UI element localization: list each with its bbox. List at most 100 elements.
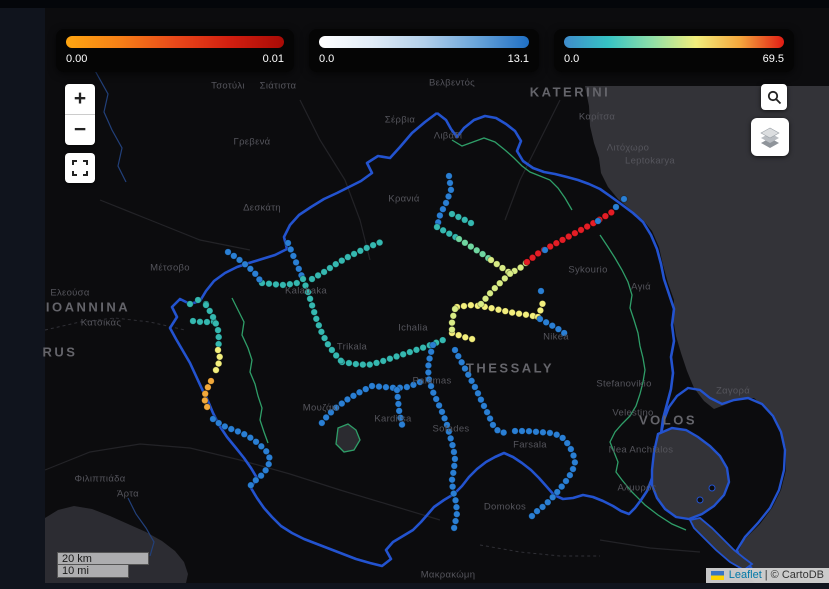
station-dot — [432, 395, 440, 403]
map-container[interactable] — [44, 8, 829, 583]
leaflet-link[interactable]: Leaflet — [728, 569, 762, 581]
station-dot — [541, 246, 549, 254]
station-dot — [467, 219, 475, 227]
station-dot — [552, 239, 561, 247]
station-dot — [201, 390, 209, 398]
road-line — [599, 539, 701, 553]
station-dot — [306, 295, 314, 303]
station-dot — [343, 395, 352, 404]
station-dot — [460, 302, 468, 310]
layers-button[interactable] — [751, 118, 789, 156]
station-dot — [308, 275, 316, 283]
zoom-out-button[interactable]: − — [65, 115, 95, 145]
station-dot — [538, 503, 547, 511]
station-dot — [327, 408, 335, 417]
station-dot — [562, 477, 570, 485]
station-dot — [601, 212, 610, 220]
station-dot — [240, 430, 248, 438]
station-dot — [255, 275, 264, 284]
legend-panel-3: 0.0 69.5 — [554, 29, 794, 72]
legend-3-min: 0.0 — [564, 53, 580, 65]
station-dot — [473, 246, 481, 254]
station-dot — [448, 210, 456, 218]
station-dot — [375, 382, 383, 391]
admin-boundary-line — [479, 544, 600, 557]
station-dot — [344, 253, 352, 261]
station-dot — [349, 392, 358, 400]
station-dot — [594, 217, 602, 225]
legend-3-max: 69.5 — [762, 53, 784, 65]
station-dot — [312, 315, 320, 323]
station-dot — [477, 300, 485, 308]
station-dot — [487, 256, 495, 264]
islet — [708, 484, 716, 492]
station-dot — [450, 448, 458, 456]
station-dot — [546, 429, 554, 437]
station-dot — [272, 280, 280, 289]
search-button[interactable] — [761, 84, 787, 110]
station-dot — [481, 295, 490, 303]
station-dot — [251, 270, 259, 278]
station-dot — [449, 312, 457, 320]
station-dot — [320, 334, 329, 342]
station-dot — [287, 245, 295, 254]
station-dot — [548, 493, 557, 501]
station-dot — [246, 265, 255, 273]
station-dot — [310, 308, 318, 316]
station-dot — [461, 239, 469, 247]
legend-gradient-2 — [319, 36, 529, 48]
station-dot — [516, 263, 525, 272]
station-dot — [534, 249, 542, 258]
station-dot — [379, 357, 387, 365]
station-dot — [398, 420, 406, 429]
station-dot — [620, 195, 628, 203]
attribution-separator: | — [764, 569, 768, 581]
ukraine-flag-icon — [710, 571, 724, 580]
cartodb-credit: © CartoDB — [770, 569, 824, 581]
station-dot — [461, 364, 469, 373]
green-boundary-line — [451, 137, 573, 211]
station-dot — [324, 340, 332, 348]
station-dot — [515, 310, 523, 318]
station-dot — [558, 236, 567, 244]
station-dot — [427, 382, 435, 390]
legend-2-max: 13.1 — [507, 53, 529, 65]
legend-panel-1: 0.00 0.01 — [56, 29, 294, 72]
legend-gradient-1 — [66, 36, 284, 48]
station-dot — [448, 476, 456, 484]
station-dot — [528, 512, 536, 520]
station-dot — [332, 260, 340, 268]
fullscreen-icon — [72, 160, 88, 176]
zoom-in-button[interactable]: + — [65, 84, 95, 115]
station-dot — [446, 434, 455, 443]
station-dot — [461, 216, 469, 224]
station-dot — [528, 254, 537, 262]
station-dot — [206, 307, 214, 315]
station-dot — [445, 427, 453, 436]
station-dot — [399, 350, 407, 358]
station-dot — [194, 296, 202, 304]
station-dot — [201, 396, 209, 405]
station-dot — [204, 383, 212, 391]
station-dot — [493, 426, 502, 434]
fullscreen-button[interactable] — [65, 153, 95, 183]
station-dot — [356, 247, 364, 255]
road-line — [299, 99, 371, 261]
station-dot — [506, 270, 514, 278]
station-dot — [448, 441, 457, 449]
station-dot — [499, 428, 508, 437]
station-dot — [571, 458, 579, 467]
station-dot — [338, 256, 346, 265]
aegean-sea — [585, 86, 829, 583]
station-dot — [447, 186, 455, 194]
zoom-control: + − — [65, 84, 95, 145]
station-dot — [212, 366, 220, 374]
pagasetic-gulf — [650, 426, 731, 521]
station-dot — [386, 355, 394, 363]
station-dot — [394, 393, 402, 401]
station-dot — [553, 431, 561, 439]
station-dot — [203, 318, 211, 326]
station-dot — [295, 265, 303, 273]
station-dot — [553, 488, 561, 496]
